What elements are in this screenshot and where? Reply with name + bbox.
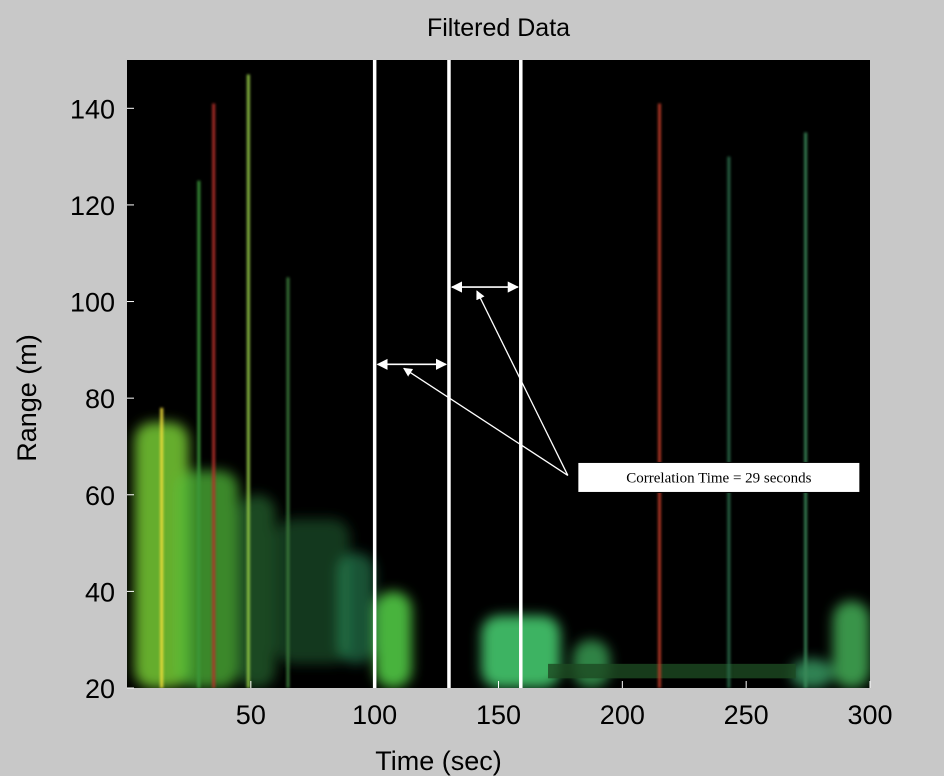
heat-region-1 [176, 470, 239, 688]
y-axis-label: Range (m) [12, 334, 42, 462]
y-tick-label: 40 [85, 577, 115, 607]
heat-region-3 [275, 518, 350, 664]
y-tick-label: 60 [85, 481, 115, 511]
heat-region-9 [832, 601, 870, 688]
y-tick-label: 20 [85, 674, 115, 704]
heat-region-4 [337, 552, 375, 664]
y-axis: 20 40 60 80 100 120 140 [70, 94, 134, 704]
x-axis-label: Time (sec) [375, 746, 502, 776]
heat-region-2 [238, 494, 276, 688]
heat-region-5 [374, 591, 412, 688]
chart-title: Filtered Data [427, 14, 570, 42]
heat-streaks [160, 74, 808, 688]
pointer-line-0 [403, 367, 569, 476]
y-tick-label: 100 [70, 288, 115, 318]
heat-band [548, 663, 796, 679]
y-tick-label: 120 [70, 191, 115, 221]
annotation: Correlation Time = 29 seconds [577, 461, 861, 493]
annotation-text: Correlation Time = 29 seconds [626, 470, 811, 486]
x-tick-label: 250 [724, 700, 769, 730]
x-tick-label: 300 [847, 700, 892, 730]
x-tick-label: 200 [600, 700, 645, 730]
x-tick-label: 50 [236, 700, 266, 730]
y-tick-label: 140 [70, 94, 115, 124]
heat-regions [134, 422, 870, 688]
x-tick-label: 100 [352, 700, 397, 730]
y-tick-label: 80 [85, 384, 115, 414]
pointer-line-1 [476, 290, 569, 476]
heat-region-8 [790, 659, 833, 688]
annotation-box [577, 461, 861, 493]
heatmap-layer [134, 74, 870, 688]
x-tick-label: 150 [476, 700, 521, 730]
x-axis: 50 100 150 200 250 300 [236, 681, 893, 730]
marker-layer [372, 60, 569, 688]
